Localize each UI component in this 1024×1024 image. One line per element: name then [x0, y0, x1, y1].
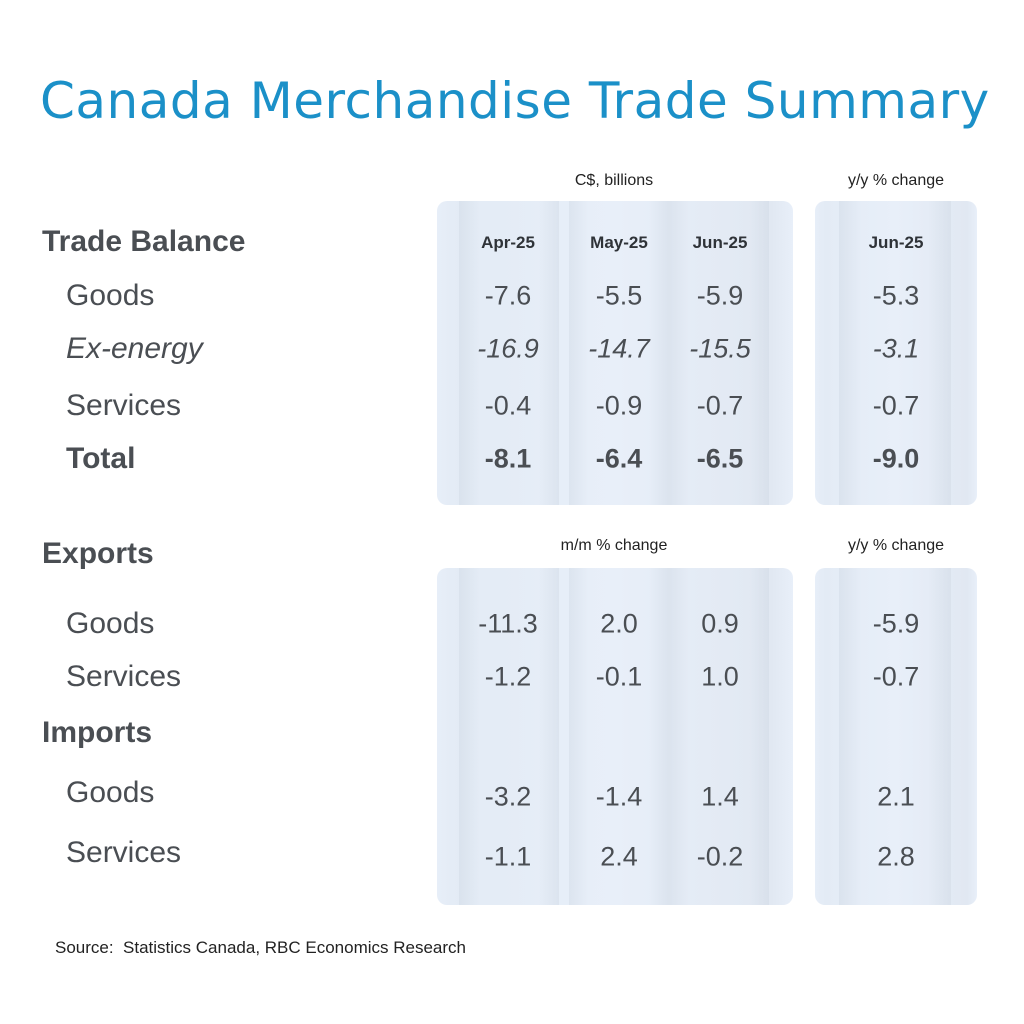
table-cell: 2.4: [600, 841, 638, 872]
table-cell: -0.9: [595, 390, 643, 421]
trade-balance-panel: [437, 201, 793, 505]
table-cell: 1.0: [701, 661, 739, 692]
table-cell: 0.9: [701, 608, 739, 639]
row-label: Services: [66, 389, 182, 422]
row-label: Goods: [66, 279, 155, 312]
section-exports: Exports: [42, 537, 154, 570]
table-cell: -0.4: [484, 390, 532, 421]
table-cell: -11.3: [478, 608, 538, 639]
table-cell: -0.2: [696, 841, 744, 872]
units-yy-bottom: y/y % change: [847, 537, 945, 554]
table-cell: -5.9: [872, 608, 920, 639]
table-cell: -16.9: [477, 333, 539, 364]
row-label: Ex-energy: [66, 332, 203, 365]
table-cell: -3.1: [872, 333, 920, 364]
flows-yy-panel: [815, 568, 977, 905]
source-note: Source: Statistics Canada, RBC Economics…: [55, 938, 467, 957]
table-cell: -6.4: [595, 443, 643, 474]
table-cell: 2.0: [600, 608, 638, 639]
col-header-yy-jun: Jun-25: [868, 233, 924, 252]
table-cell: 1.4: [701, 781, 739, 812]
table-cell: -0.7: [872, 661, 920, 692]
table-cell: -6.5: [696, 443, 744, 474]
table-cell: 2.1: [877, 781, 915, 812]
table-cell: -5.9: [696, 280, 744, 311]
row-label: Goods: [66, 607, 155, 640]
table-cell: -0.7: [696, 390, 744, 421]
page-title: Canada Merchandise Trade Summary: [40, 72, 990, 130]
table-cell: -0.1: [595, 661, 643, 692]
section-trade-balance: Trade Balance: [42, 225, 246, 258]
table-cell: -5.5: [595, 280, 643, 311]
section-imports: Imports: [42, 716, 153, 749]
flows-panel: [437, 568, 793, 905]
table-cell: -14.7: [588, 333, 650, 364]
table-cell: -7.6: [484, 280, 532, 311]
row-label: Total: [66, 442, 136, 475]
units-mm: m/m % change: [560, 537, 668, 554]
table-cell: -15.5: [689, 333, 751, 364]
table-cell: -5.3: [872, 280, 920, 311]
trade-balance-yy-panel: [815, 201, 977, 505]
table-cell: 2.8: [877, 841, 915, 872]
table-cell: -9.0: [872, 443, 920, 474]
col-header-may: May-25: [590, 233, 648, 252]
units-billions: C$, billions: [574, 172, 654, 189]
table-cell: -1.2: [484, 661, 532, 692]
units-yy-top: y/y % change: [847, 172, 945, 189]
col-header-apr: Apr-25: [481, 233, 535, 252]
table-cell: -1.4: [595, 781, 643, 812]
row-label: Services: [66, 836, 182, 869]
col-header-jun: Jun-25: [692, 233, 748, 252]
row-label: Goods: [66, 776, 155, 809]
row-label: Services: [66, 660, 182, 693]
table-cell: -3.2: [484, 781, 532, 812]
table-cell: -0.7: [872, 390, 920, 421]
table-cell: -8.1: [484, 443, 532, 474]
table-cell: -1.1: [484, 841, 532, 872]
